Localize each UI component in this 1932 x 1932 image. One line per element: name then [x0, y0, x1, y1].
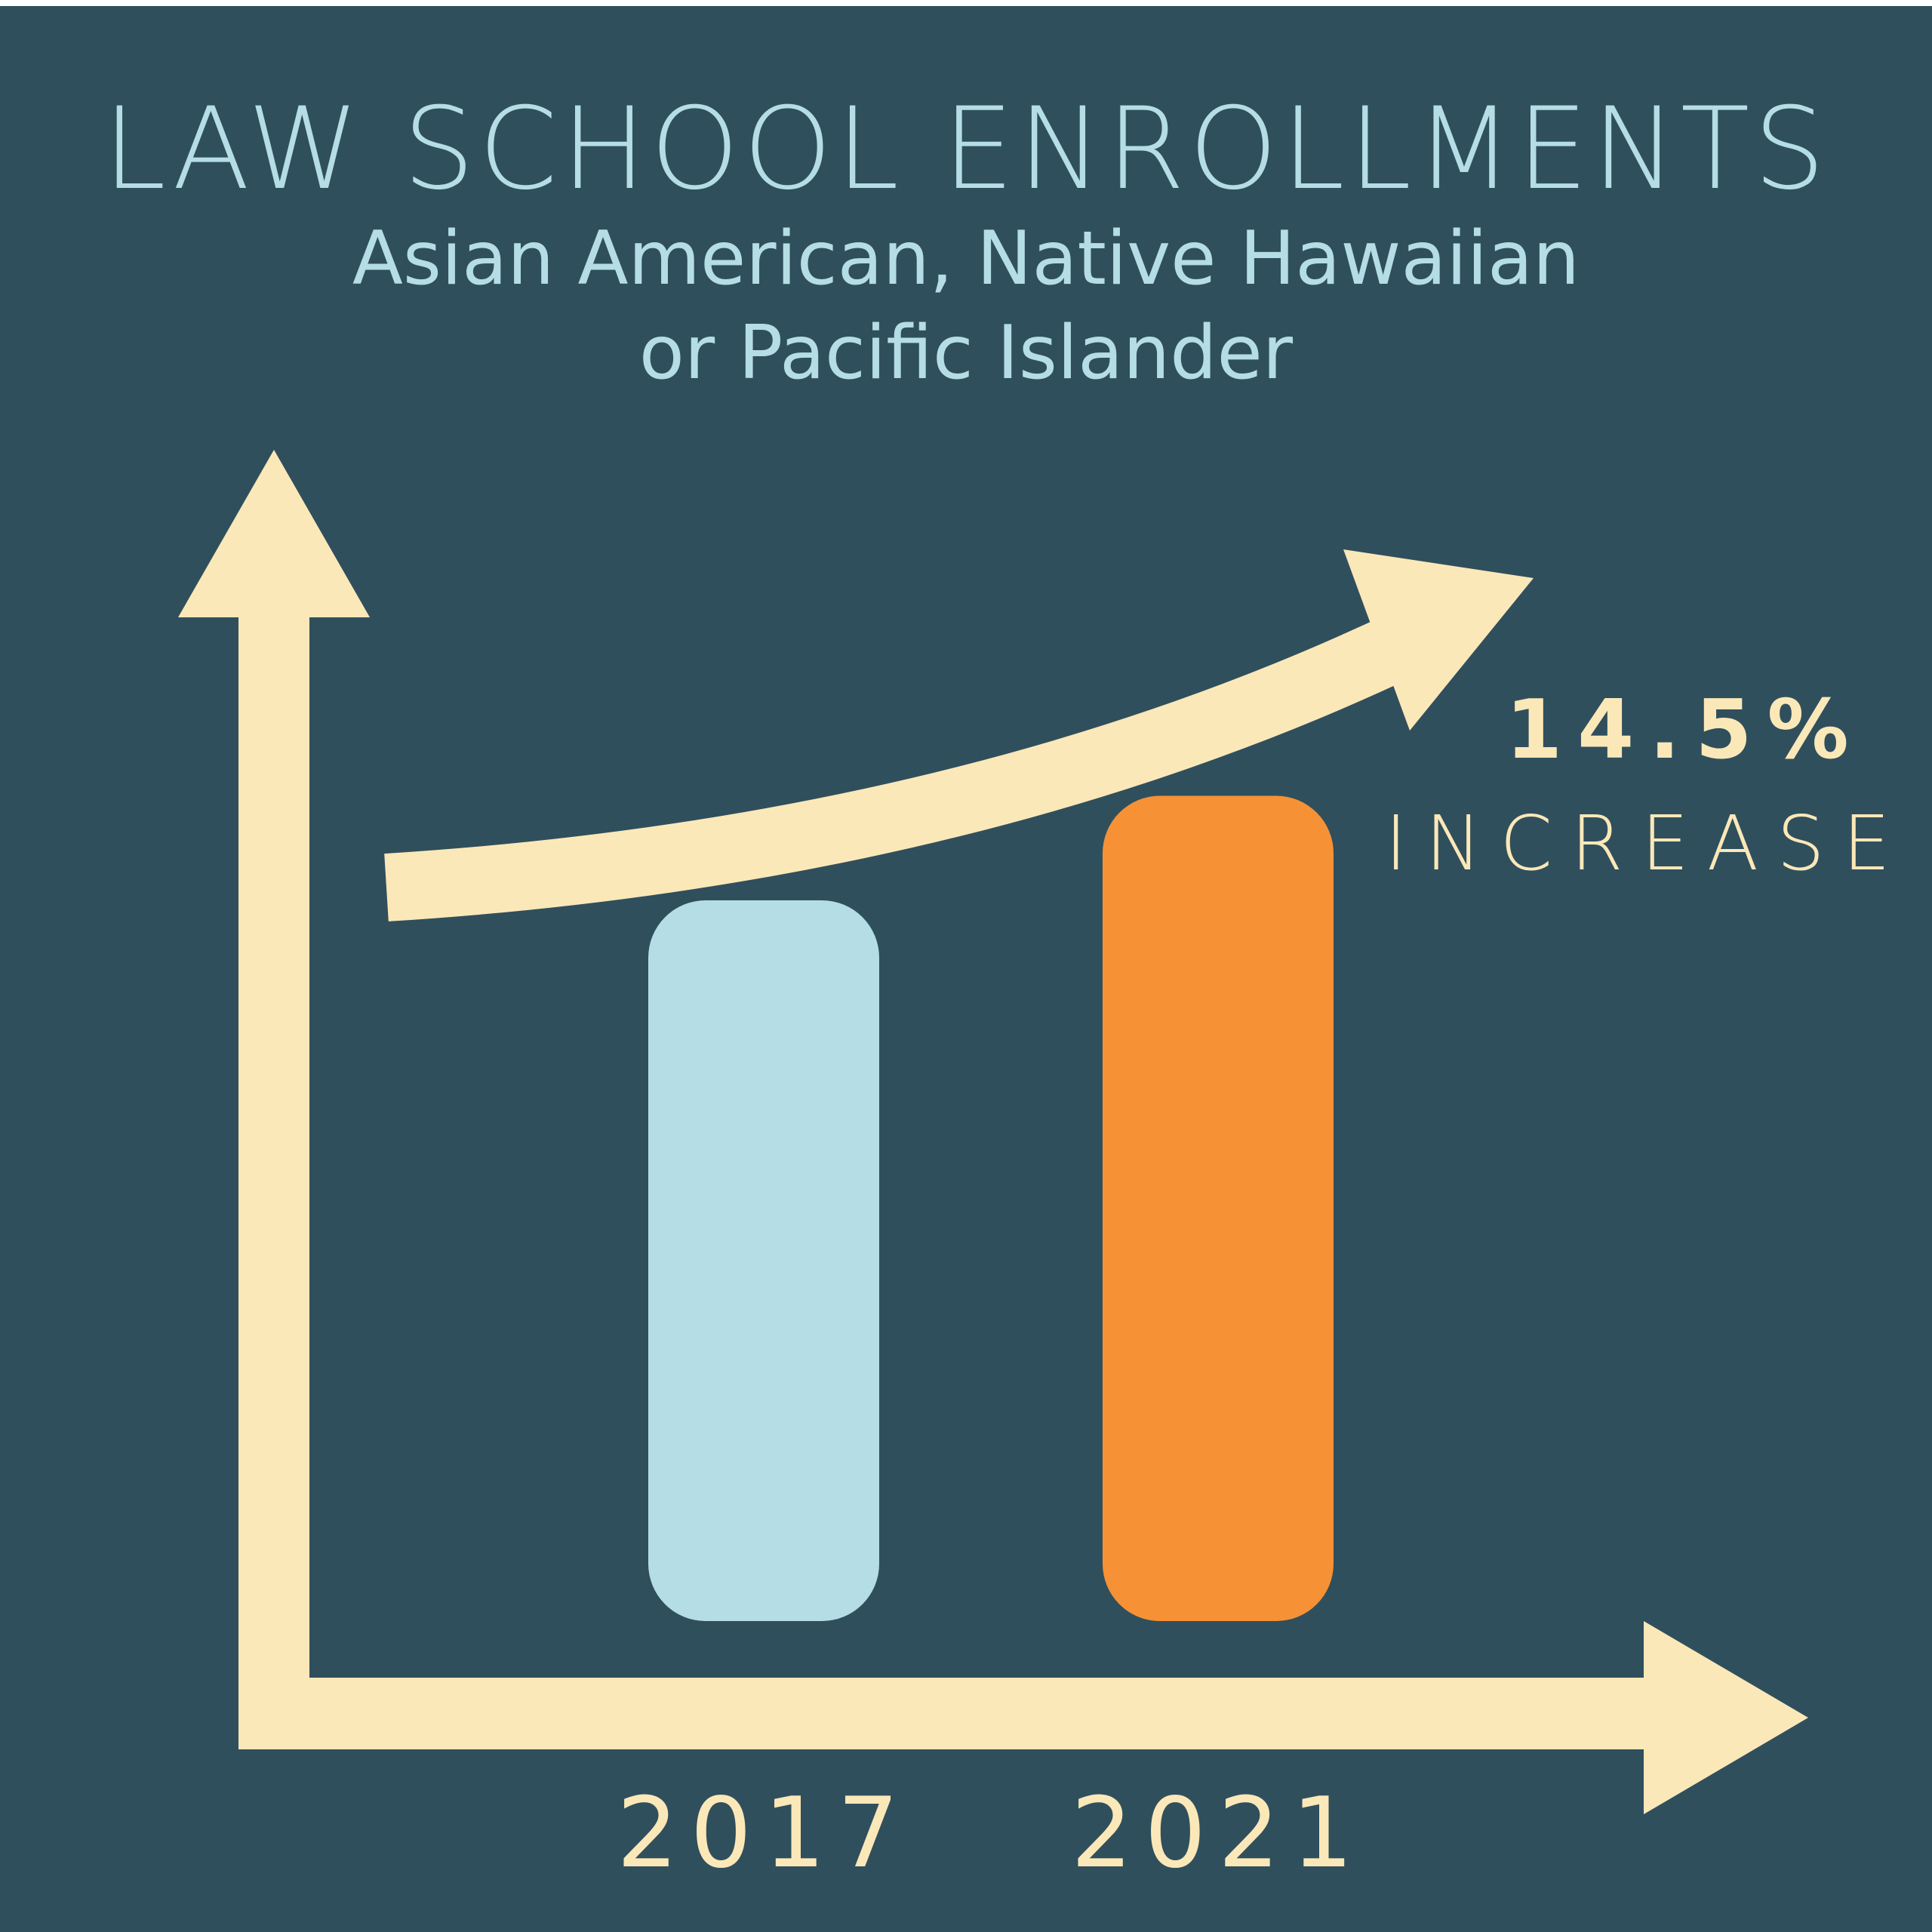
chart-subtitle-line-1: Asian American, Native Hawaiian: [352, 216, 1580, 302]
x-tick-label-2021: 2021: [1071, 1777, 1365, 1890]
infographic: LAW SCHOOL ENROLLMENTS Asian American, N…: [0, 6, 1932, 1932]
increase-label: INCREASE: [1385, 799, 1909, 888]
y-axis-arrow: [178, 450, 370, 1749]
chart-subtitle-line-2: or Pacific Islander: [638, 310, 1294, 396]
x-axis-arrow: [238, 1621, 1808, 1814]
bar-2021: [1103, 795, 1334, 1621]
trend-arrow-shaft: [384, 613, 1419, 921]
bars-group: [648, 795, 1334, 1621]
bar-chart: 2017 2021: [178, 450, 1808, 1890]
x-tick-labels: 2017 2021: [617, 1777, 1365, 1890]
chart-title: LAW SCHOOL ENROLLMENTS: [103, 84, 1829, 215]
x-tick-label-2017: 2017: [617, 1777, 911, 1890]
trend-arrow-head: [1343, 549, 1534, 731]
bar-2017: [648, 900, 879, 1621]
increase-percent: 14.5%: [1506, 683, 1864, 777]
